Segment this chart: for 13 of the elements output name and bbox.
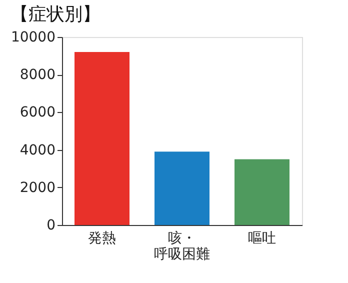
x-tick-label: 咳・呼吸困難 (154, 230, 210, 262)
chart-title: 【症状別】 (10, 4, 100, 25)
bar (234, 159, 290, 225)
y-tick-label: 6000 (20, 104, 56, 121)
x-tick-label: 嘔吐 (248, 230, 276, 246)
y-tick-label: 2000 (20, 180, 56, 196)
y-tick-label: 10000 (10, 30, 56, 46)
bar (154, 152, 210, 225)
x-tick-label: 発熱 (88, 230, 116, 246)
y-tick-label: 4000 (20, 142, 56, 158)
y-tick-label: 0 (46, 218, 56, 234)
y-tick-label: 8000 (20, 67, 56, 84)
bar (74, 52, 130, 225)
